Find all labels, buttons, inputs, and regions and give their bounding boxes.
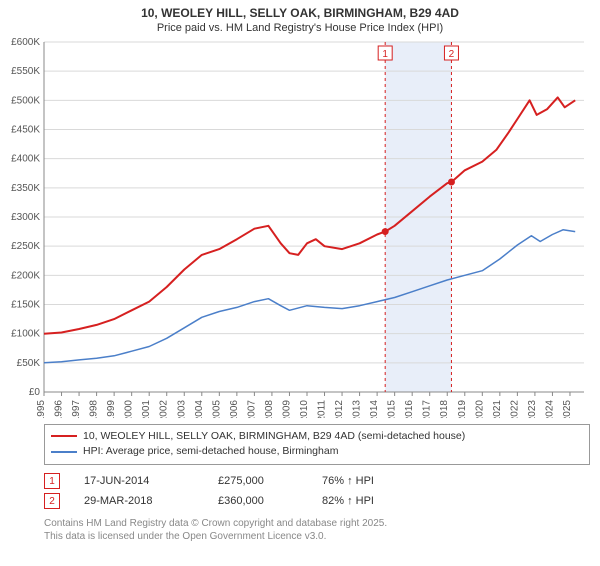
y-tick-label: £350K xyxy=(11,182,40,193)
x-tick-label: 2025 xyxy=(562,399,573,417)
x-tick-label: 2019 xyxy=(457,399,468,417)
x-tick-label: 2000 xyxy=(124,399,135,417)
x-tick-label: 2014 xyxy=(369,399,380,417)
transactions-table: 1 17-JUN-2014 £275,000 76% ↑ HPI 2 29-MAR-201… xyxy=(44,471,590,511)
tx-badge: 2 xyxy=(44,493,60,509)
legend-row: 10, WEOLEY HILL, SELLY OAK, BIRMINGHAM, … xyxy=(51,429,583,445)
y-tick-label: £600K xyxy=(11,38,40,48)
series-property xyxy=(44,97,575,333)
x-tick-label: 2012 xyxy=(334,399,345,417)
y-tick-label: £300K xyxy=(11,212,40,223)
transaction-marker xyxy=(448,178,455,185)
x-tick-label: 1997 xyxy=(71,399,82,417)
transaction-badge-number: 1 xyxy=(382,49,388,60)
x-tick-label: 2017 xyxy=(422,399,433,417)
x-tick-label: 2003 xyxy=(176,399,187,417)
tx-hpi: 82% ↑ HPI xyxy=(322,495,412,507)
x-tick-label: 2007 xyxy=(246,399,257,417)
table-row: 1 17-JUN-2014 £275,000 76% ↑ HPI xyxy=(44,471,590,491)
x-tick-label: 2021 xyxy=(492,399,503,417)
x-tick-label: 2009 xyxy=(281,399,292,417)
series-hpi xyxy=(44,229,575,362)
legend-swatch xyxy=(51,451,77,453)
tx-date: 29-MAR-2018 xyxy=(84,495,194,507)
title-line-1: 10, WEOLEY HILL, SELLY OAK, BIRMINGHAM, … xyxy=(0,6,600,22)
legend-label: 10, WEOLEY HILL, SELLY OAK, BIRMINGHAM, … xyxy=(83,429,465,445)
x-tick-label: 2005 xyxy=(211,399,222,417)
x-tick-label: 2023 xyxy=(527,399,538,417)
x-tick-label: 1996 xyxy=(54,399,65,417)
x-tick-label: 1999 xyxy=(106,399,117,417)
tx-badge: 1 xyxy=(44,473,60,489)
x-tick-label: 2020 xyxy=(474,399,485,417)
y-tick-label: £100K xyxy=(11,328,40,339)
y-tick-label: £150K xyxy=(11,299,40,310)
y-tick-label: £500K xyxy=(11,95,40,106)
title-line-2: Price paid vs. HM Land Registry's House … xyxy=(0,22,600,34)
footer-line-2: This data is licensed under the Open Gov… xyxy=(44,530,590,543)
x-tick-label: 2010 xyxy=(299,399,310,417)
x-tick-label: 2002 xyxy=(159,399,170,417)
tx-date: 17-JUN-2014 xyxy=(84,475,194,487)
x-tick-label: 2001 xyxy=(141,399,152,417)
transaction-badge-number: 2 xyxy=(449,49,455,60)
x-tick-label: 2008 xyxy=(264,399,275,417)
x-tick-label: 1995 xyxy=(36,399,47,417)
y-tick-label: £200K xyxy=(11,270,40,281)
chart-svg: £0 £50K £100K £150K £200K £250K £300K £350K £400… xyxy=(0,38,600,418)
chart-area: £0 £50K £100K £150K £200K £250K £300K £350K £400… xyxy=(0,38,600,418)
tx-price: £360,000 xyxy=(218,495,298,507)
x-tick-label: 2024 xyxy=(544,399,555,417)
y-tick-label: £400K xyxy=(11,153,40,164)
y-tick-label: £550K xyxy=(11,66,40,77)
y-tick-label: £250K xyxy=(11,241,40,252)
x-tick-label: 2011 xyxy=(317,399,328,417)
legend-label: HPI: Average price, semi-detached house,… xyxy=(83,444,338,460)
x-tick-label: 2015 xyxy=(387,399,398,417)
y-tick-label: £0 xyxy=(29,387,41,398)
x-tick-label: 1998 xyxy=(89,399,100,417)
x-tick-label: 2022 xyxy=(509,399,520,417)
x-tick-label: 2004 xyxy=(194,399,205,417)
legend-row: HPI: Average price, semi-detached house,… xyxy=(51,444,583,460)
y-tick-label: £50K xyxy=(17,357,41,368)
x-tick-label: 2018 xyxy=(439,399,450,417)
x-tick-label: 2013 xyxy=(352,399,363,417)
tx-hpi: 76% ↑ HPI xyxy=(322,475,412,487)
y-tick-label: £450K xyxy=(11,124,40,135)
x-tick-label: 2016 xyxy=(404,399,415,417)
x-tick-label: 2006 xyxy=(229,399,240,417)
transaction-marker xyxy=(382,228,389,235)
table-row: 2 29-MAR-2018 £360,000 82% ↑ HPI xyxy=(44,491,590,511)
legend-swatch xyxy=(51,435,77,437)
footer-line-1: Contains HM Land Registry data © Crown c… xyxy=(44,517,590,530)
footer: Contains HM Land Registry data © Crown c… xyxy=(44,517,590,543)
tx-price: £275,000 xyxy=(218,475,298,487)
legend-box: 10, WEOLEY HILL, SELLY OAK, BIRMINGHAM, … xyxy=(44,424,590,466)
